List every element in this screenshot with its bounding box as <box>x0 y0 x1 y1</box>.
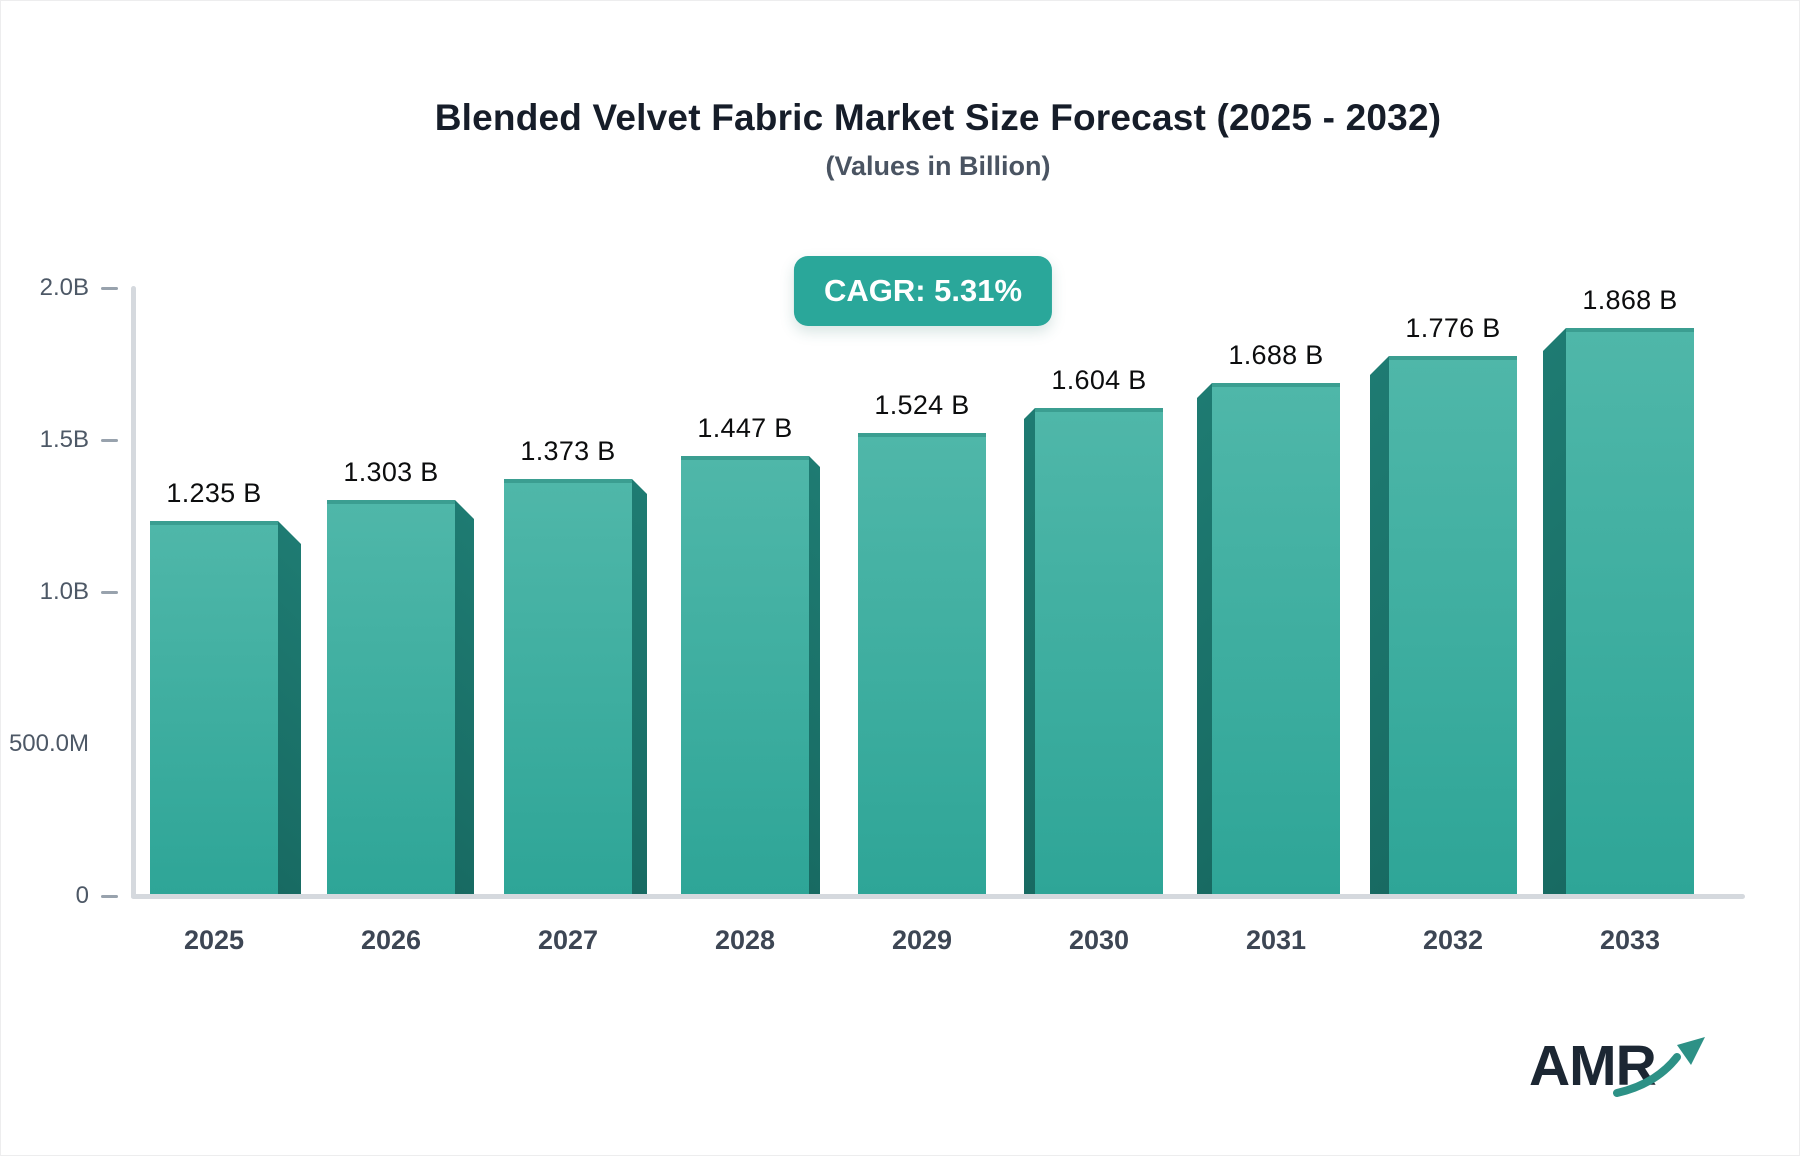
y-tick-dash <box>101 439 118 442</box>
x-tick-label: 2029 <box>891 925 953 955</box>
y-axis-line <box>131 286 136 899</box>
amr-logo: AMR <box>1529 1037 1729 1121</box>
bar-value-label: 1.303 B <box>343 457 439 487</box>
bar-3d-side <box>1543 328 1566 896</box>
x-tick-label: 2032 <box>1422 925 1484 955</box>
bar-2030 <box>1035 408 1163 896</box>
y-tick-label: 500.0M <box>8 730 89 757</box>
y-tick-dash <box>101 895 118 898</box>
bar-value-label: 1.688 B <box>1228 340 1324 370</box>
chart-title: Blended Velvet Fabric Market Size Foreca… <box>434 97 1442 138</box>
bar-3d-side <box>632 479 647 896</box>
bar-2025 <box>150 521 278 896</box>
bar-2028 <box>681 456 809 896</box>
chart-subtitle: (Values in Billion) <box>825 151 1051 181</box>
y-tick-label: 2.0B <box>39 274 89 301</box>
bar-3d-side <box>1024 408 1035 896</box>
bar-3d-side <box>278 521 301 896</box>
bar-2029 <box>858 433 986 896</box>
bar-value-label: 1.868 B <box>1582 285 1678 315</box>
x-tick-label: 2033 <box>1599 925 1661 955</box>
y-tick-label: 1.5B <box>39 426 89 453</box>
x-tick-label: 2028 <box>714 925 776 955</box>
y-tick-label: 0 <box>75 882 89 909</box>
bar-3d-side <box>809 456 820 896</box>
x-tick-label: 2025 <box>183 925 245 955</box>
y-tick-dash <box>101 287 118 290</box>
bar-value-label: 1.524 B <box>874 390 970 420</box>
bar-value-label: 1.776 B <box>1405 313 1501 343</box>
bar-value-label: 1.235 B <box>166 478 262 508</box>
bar-2033 <box>1566 328 1694 896</box>
bar-value-label: 1.447 B <box>697 413 793 443</box>
bar-2027 <box>504 479 632 896</box>
y-tick-dash <box>101 591 118 594</box>
cagr-badge: CAGR: 5.31% <box>793 256 1053 326</box>
bar-3d-side <box>1197 383 1212 896</box>
y-tick-label: 1.0B <box>39 578 89 605</box>
x-tick-label: 2031 <box>1245 925 1307 955</box>
x-tick-label: 2030 <box>1068 925 1130 955</box>
plot-area <box>1 288 1800 896</box>
bar-3d-side <box>455 500 474 896</box>
bar-2032 <box>1389 356 1517 896</box>
bar-2026 <box>327 500 455 896</box>
bar-value-label: 1.373 B <box>520 436 616 466</box>
x-axis-line <box>131 894 1745 899</box>
x-tick-label: 2027 <box>537 925 599 955</box>
growth-arrow-icon <box>1613 1037 1705 1097</box>
bar-value-label: 1.604 B <box>1051 365 1147 395</box>
bar-2031 <box>1212 383 1340 896</box>
bar-3d-side <box>1370 356 1389 896</box>
x-tick-label: 2026 <box>360 925 422 955</box>
